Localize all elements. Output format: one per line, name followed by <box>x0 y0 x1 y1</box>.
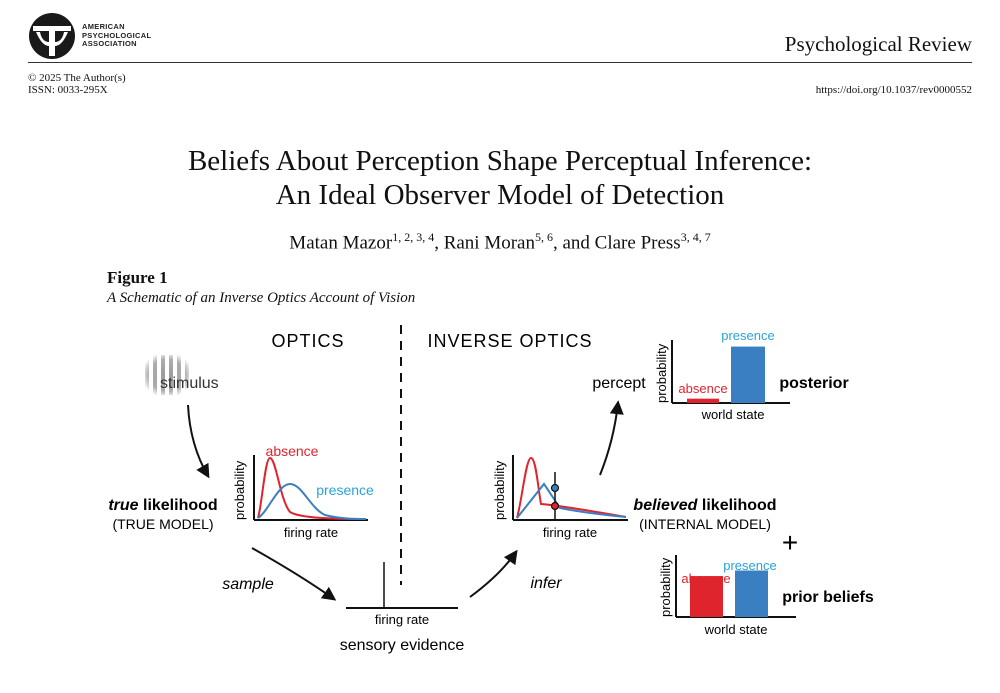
prior-xlabel: world state <box>704 622 768 637</box>
evidence-xlabel: firing rate <box>375 612 429 627</box>
true-absence-label: absence <box>266 443 319 459</box>
believed-likelihood-label: believed likelihood <box>633 497 776 514</box>
true-presence-curve <box>257 482 367 520</box>
paper-title: Beliefs About Perception Shape Perceptua… <box>187 145 813 211</box>
copyright-block: © 2025 The Author(s) ISSN: 0033-295X <box>28 72 126 96</box>
believed-presence-curve <box>516 482 627 519</box>
arrow-stimulus-to-likelihood <box>187 404 210 479</box>
doi-link[interactable]: https://doi.org/10.1037/rev0000552 <box>815 84 972 96</box>
believed-plot-ylabel: probability <box>492 460 507 520</box>
true-model-label: (TRUE MODEL) <box>112 516 213 532</box>
prior-absence-label: absence <box>681 571 730 586</box>
stimulus-gabor-icon <box>141 352 193 398</box>
believed-presence-point <box>550 483 560 493</box>
figure-caption: A Schematic of an Inverse Optics Account… <box>107 290 416 306</box>
posterior-xlabel: world state <box>701 407 765 422</box>
author-name: Clare Press <box>594 232 681 254</box>
author-affil: 3, 4, 7 <box>680 230 711 244</box>
inverse-optics-heading: INVERSE OPTICS <box>427 331 592 351</box>
prior-ylabel: probability <box>658 557 673 617</box>
arrow-infer <box>469 549 518 598</box>
publisher-name: AMERICAN PSYCHOLOGICAL ASSOCIATION <box>82 22 152 48</box>
believed-absence-curve <box>516 456 627 519</box>
prior-presence-bar <box>735 570 768 617</box>
posterior-ylabel: probability <box>654 343 669 403</box>
stimulus-label: stimulus <box>160 375 219 392</box>
internal-model-label: (INTERNAL MODEL) <box>639 516 771 532</box>
author-list: Matan Mazor1, 2, 3, 4, Rani Moran5, 6, a… <box>289 230 711 254</box>
percept-label: percept <box>592 375 646 392</box>
infer-label: infer <box>530 575 562 592</box>
prior-beliefs-label: prior beliefs <box>782 589 874 606</box>
author-name: Rani Moran <box>443 232 535 254</box>
sensory-evidence-label: sensory evidence <box>340 637 465 654</box>
optics-heading: OPTICS <box>271 331 344 351</box>
author-affil: 5, 6 <box>534 230 553 244</box>
header-rule <box>28 62 972 63</box>
true-plot-ylabel: probability <box>232 460 247 520</box>
arrow-to-percept <box>599 400 624 476</box>
author-affil: 1, 2, 3, 4 <box>392 230 435 244</box>
believed-plot-xlabel: firing rate <box>543 525 597 540</box>
true-presence-label: presence <box>316 482 374 498</box>
sample-label: sample <box>222 576 274 593</box>
posterior-absence-label: absence <box>678 381 727 396</box>
prior-absence-bar <box>690 576 723 617</box>
figure-label: Figure 1 <box>107 268 168 287</box>
copyright: © 2025 The Author(s) <box>28 72 126 84</box>
journal-name: Psychological Review <box>784 32 972 56</box>
author-name: Matan Mazor <box>289 232 393 254</box>
believed-absence-point <box>550 501 560 511</box>
plus-sign: + <box>782 527 798 558</box>
prior-presence-label: presence <box>723 558 776 573</box>
posterior-absence-bar <box>687 398 719 403</box>
true-likelihood-label: true likelihood <box>108 497 217 514</box>
apa-logo-icon <box>29 13 75 59</box>
true-plot-xlabel: firing rate <box>284 525 338 540</box>
arrow-sample <box>251 547 337 601</box>
posterior-presence-label: presence <box>721 328 774 343</box>
posterior-label: posterior <box>779 375 848 392</box>
true-absence-curve <box>257 456 367 520</box>
posterior-presence-bar <box>731 346 765 403</box>
issn: ISSN: 0033-295X <box>28 84 108 96</box>
